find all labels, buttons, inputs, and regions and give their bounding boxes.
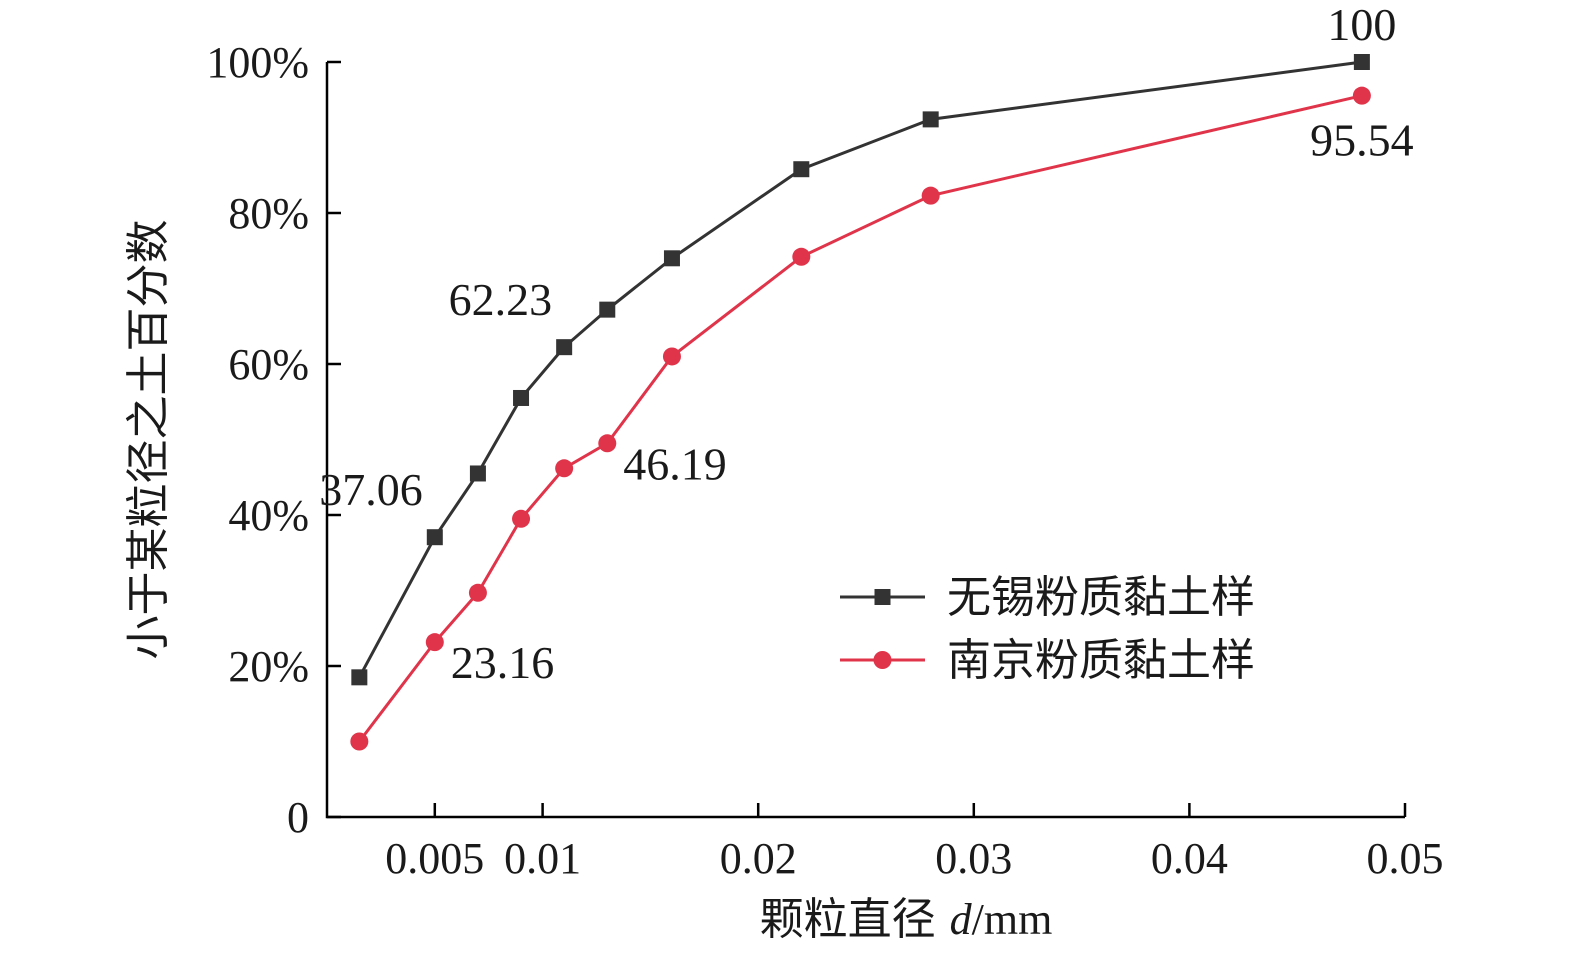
- series-layer: [350, 54, 1371, 751]
- series-1-point-5: [598, 434, 617, 453]
- y-tick-label-3: 60%: [228, 340, 309, 389]
- series-1-point-9: [1352, 86, 1371, 105]
- data-label-0: 37.06: [319, 464, 423, 515]
- y-tick-label-1: 20%: [228, 642, 309, 691]
- series-0-point-2: [469, 465, 486, 482]
- axis-lines: [325, 62, 1405, 819]
- data-label-1: 62.23: [449, 274, 553, 325]
- series-0-point-6: [663, 250, 680, 267]
- y-tick-label-5: 100%: [206, 38, 309, 87]
- series-line-1: [358, 94, 1363, 743]
- series-1-point-1: [425, 633, 444, 652]
- series-1-point-4: [555, 459, 574, 478]
- legend-marker-1: [873, 651, 892, 669]
- axes: [325, 62, 1405, 819]
- x-axis-title-part-1: d: [950, 895, 973, 944]
- series-1-point-6: [662, 347, 681, 366]
- series-1-point-0: [350, 732, 369, 751]
- y-tick-label-0: 0: [287, 793, 309, 842]
- series-0-point-9: [1353, 54, 1370, 70]
- y-axis-ticks: 0 20% 40% 60% 80% 100%: [206, 38, 341, 842]
- series-0-point-5: [599, 301, 616, 318]
- series-0-point-4: [556, 339, 573, 356]
- data-label-2: 100: [1327, 0, 1396, 50]
- data-label-4: 46.19: [623, 438, 727, 489]
- series-1-point-8: [921, 186, 940, 205]
- y-tick-label-2: 40%: [228, 491, 309, 540]
- series-0-point-8: [922, 111, 939, 128]
- x-axis-ticks: 0.005 0.01 0.02 0.03 0.04 0.05: [385, 803, 1444, 883]
- x-tick-label-1: 0.01: [504, 834, 581, 883]
- legend-item-1: 南京粉质黏土样: [840, 635, 1255, 686]
- series-1-point-7: [792, 247, 811, 266]
- x-tick-label-3: 0.03: [935, 834, 1012, 883]
- x-tick-label-4: 0.04: [1151, 834, 1228, 883]
- series-1: [350, 86, 1371, 751]
- series-0-point-1: [426, 529, 443, 546]
- y-tick-label-4: 80%: [228, 189, 309, 238]
- x-tick-label-2: 0.02: [720, 834, 797, 883]
- legend-item-0: 无锡粉质黏土样: [840, 572, 1255, 623]
- x-axis-title: 颗粒直径 d/mm: [760, 894, 1053, 945]
- legend-marker-0: [874, 589, 891, 605]
- legend-label-1: 南京粉质黏土样: [947, 635, 1255, 686]
- data-label-5: 95.54: [1310, 115, 1414, 166]
- series-0-point-3: [513, 389, 530, 406]
- series-1-point-2: [468, 583, 487, 602]
- series-1-point-3: [512, 509, 531, 528]
- series-0: [351, 54, 1370, 686]
- x-axis-title-part-2: /mm: [972, 895, 1053, 944]
- data-label-3: 23.16: [451, 637, 555, 688]
- x-axis-title-part-0: 颗粒直径: [760, 894, 950, 945]
- x-tick-label-0: 0.005: [385, 834, 484, 883]
- data-annotations: 37.06 62.23 100 23.16 46.19 95.54: [319, 0, 1413, 688]
- series-0-point-0: [351, 669, 368, 686]
- x-tick-label-5: 0.05: [1367, 834, 1444, 883]
- series-0-point-7: [793, 161, 810, 178]
- y-axis-title: 小于某粒径之土百分数: [123, 220, 174, 660]
- legend-label-0: 无锡粉质黏土样: [947, 572, 1255, 623]
- series-line-0: [358, 60, 1363, 679]
